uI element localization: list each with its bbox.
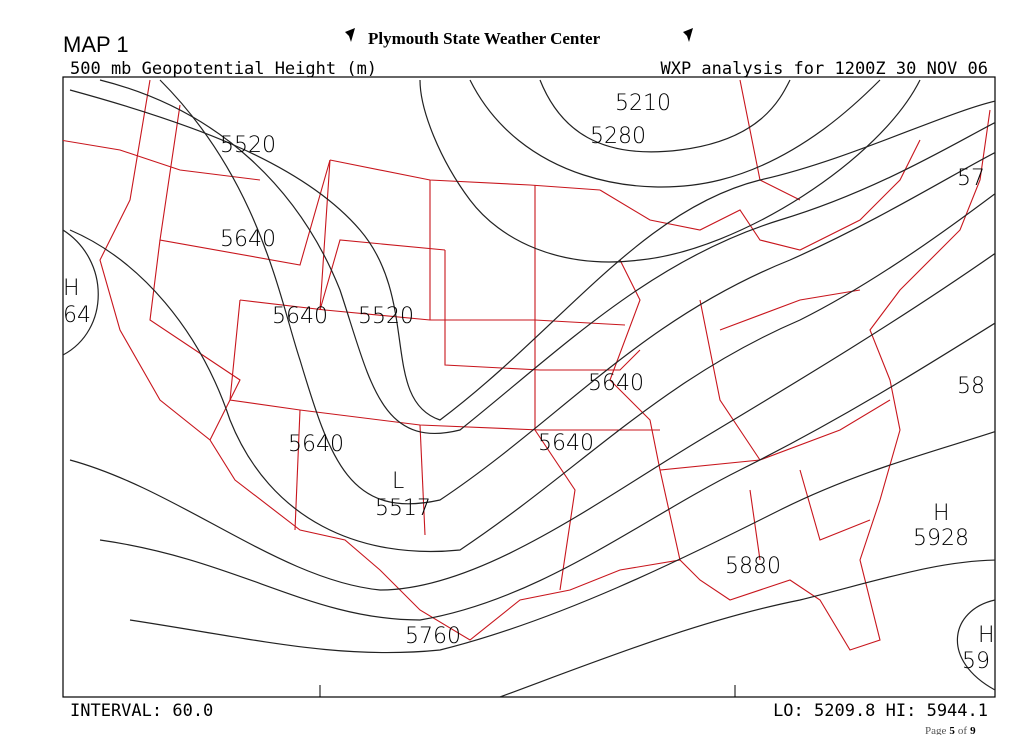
- state-borders: [63, 79, 991, 651]
- contour-label: 5517: [375, 496, 431, 521]
- contour-label: 5280: [590, 124, 646, 149]
- contour-label: 5928: [913, 526, 969, 551]
- contour-label: 5210: [615, 91, 671, 116]
- contour-label: 5640: [588, 371, 644, 396]
- contour-label: L: [392, 469, 404, 494]
- contour-label: 5880: [725, 554, 781, 579]
- page-total: 9: [970, 725, 976, 735]
- analysis-time: WXP analysis for 1200Z 30 NOV 06: [660, 59, 988, 79]
- contour-label: 5760: [405, 624, 461, 649]
- contour-label: 58: [957, 374, 985, 399]
- map: 5210 5280 5520 5640 5640 5520 5640 5640 5640 5760…: [63, 79, 995, 697]
- map-labels: 5210 5280 5520 5640 5640 5520 5640 5640 5640 5760…: [63, 91, 995, 674]
- contour-label: 5640: [288, 432, 344, 457]
- contour-label: 57: [957, 166, 985, 191]
- page-number: Page 5 of 9: [925, 725, 976, 735]
- height-contours: [63, 79, 995, 697]
- map-id: MAP 1: [63, 32, 129, 57]
- contour-label: 5520: [358, 304, 414, 329]
- contour-label: 5640: [220, 227, 276, 252]
- frame-tick: [319, 685, 736, 697]
- page-sep: of: [958, 725, 968, 735]
- contour-label: 59: [962, 649, 990, 674]
- contour-label: 5520: [220, 133, 276, 158]
- interval: INTERVAL: 60.0: [70, 701, 213, 721]
- extremes: LO: 5209.8 HI: 5944.1: [773, 701, 988, 721]
- center-title: Plymouth State Weather Center: [368, 29, 601, 48]
- contour-label: 64: [63, 303, 91, 328]
- map-frame: [62, 76, 996, 698]
- page-current: 5: [949, 725, 955, 735]
- logo-icon: [683, 28, 693, 42]
- page-label: Page: [925, 725, 947, 735]
- contour-label: H: [933, 501, 950, 526]
- logo-icon: [345, 28, 355, 42]
- contour-label: 5640: [272, 304, 328, 329]
- contour-label: 5640: [538, 431, 594, 456]
- contour-label: H: [63, 276, 80, 301]
- field-title: 500 mb Geopotential Height (m): [70, 59, 377, 79]
- contour-label: H: [978, 623, 995, 648]
